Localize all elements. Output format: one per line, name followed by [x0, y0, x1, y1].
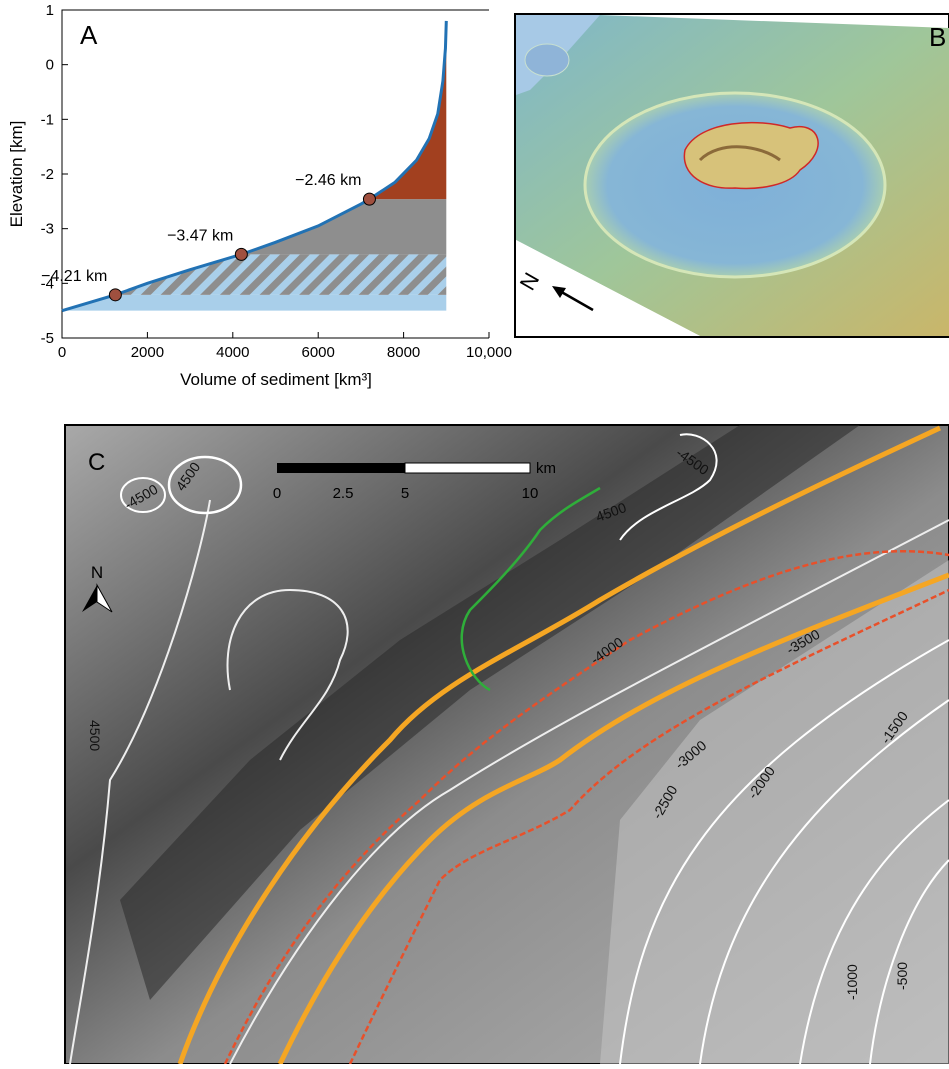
x-tick-label: 10,000 — [466, 344, 512, 361]
figure: Elevation [km] Volume of sediment [km³] … — [0, 0, 949, 1064]
panel-label: C — [88, 449, 105, 476]
scale-label: 5 — [401, 485, 409, 502]
y-tick-label: -2 — [41, 166, 54, 183]
level-point — [363, 193, 375, 205]
x-tick-label: 0 — [58, 344, 66, 361]
level-point — [235, 248, 247, 260]
level-point — [109, 289, 121, 301]
scale-bar — [405, 463, 530, 473]
panel-label: A — [80, 20, 98, 50]
y-tick-label: -5 — [41, 330, 54, 347]
contour-label: 4500 — [87, 720, 103, 751]
x-axis-label: Volume of sediment [km³] — [180, 370, 372, 389]
data-label: −3.47 km — [167, 227, 233, 244]
x-tick-label: 8000 — [387, 344, 420, 361]
area-fill — [115, 254, 446, 294]
panel-a: Elevation [km] Volume of sediment [km³] … — [7, 2, 512, 389]
crater — [525, 44, 569, 76]
y-axis-label: Elevation [km] — [7, 121, 26, 228]
scale-label: 0 — [273, 485, 281, 502]
y-tick-label: 1 — [46, 2, 54, 19]
y-tick-label: 0 — [46, 57, 54, 74]
panel-c: C 0 2.5 5 10 km N -4500 4500 -4500 4500 … — [65, 425, 949, 1064]
x-tick-label: 6000 — [302, 344, 335, 361]
x-tick-label: 4000 — [216, 344, 249, 361]
area-fill — [369, 21, 446, 199]
data-label: −4.21 km — [41, 268, 107, 285]
scale-bar — [277, 463, 405, 473]
y-tick-label: -3 — [41, 221, 54, 238]
panel-label: B — [929, 22, 946, 52]
panel-b: B N — [515, 14, 949, 337]
x-tick-label: 2000 — [131, 344, 164, 361]
scale-label: 10 — [522, 485, 539, 502]
scale-unit: km — [536, 460, 556, 477]
y-tick-label: -1 — [41, 111, 54, 128]
data-label: −2.46 km — [295, 172, 361, 189]
contour-label: -500 — [894, 962, 910, 990]
scale-label: 2.5 — [333, 485, 354, 502]
contour-label: -1000 — [844, 964, 860, 1000]
north-label: N — [91, 563, 103, 582]
area-fill — [241, 199, 446, 254]
